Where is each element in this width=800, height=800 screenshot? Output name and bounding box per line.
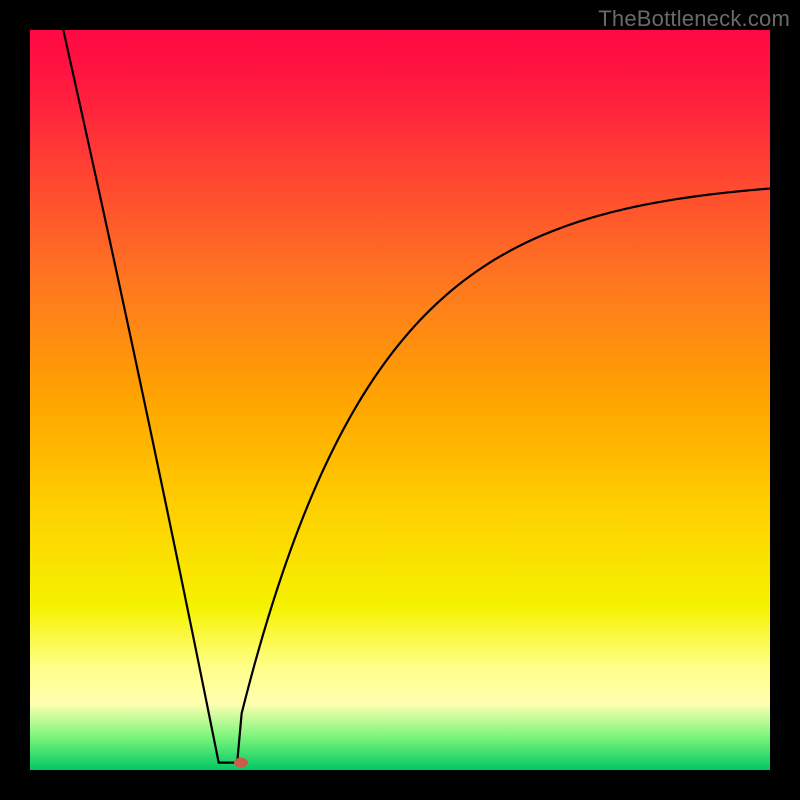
watermark-text: TheBottleneck.com	[598, 6, 790, 32]
plot-background-gradient	[30, 30, 770, 770]
dip-marker	[234, 758, 248, 768]
bottleneck-chart	[0, 0, 800, 800]
